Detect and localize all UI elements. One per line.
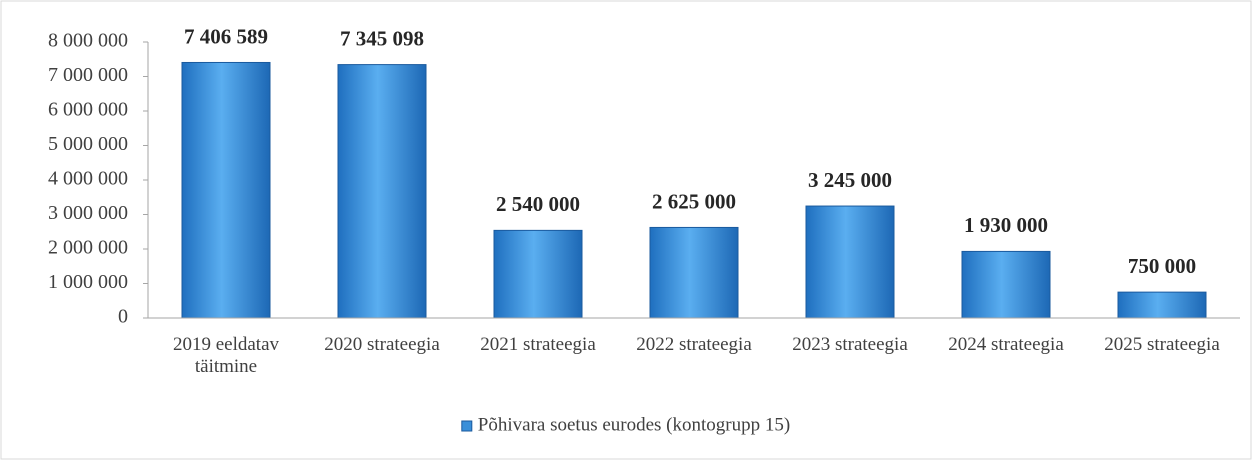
y-tick-label: 1 000 000: [48, 271, 128, 293]
data-label: 7 406 589: [184, 24, 268, 48]
y-tick-label: 0: [118, 306, 128, 328]
x-tick-label: 2020 strateegia: [324, 334, 440, 355]
y-tick-label: 7 000 000: [48, 64, 128, 86]
x-tick-label: 2022 strateegia: [636, 334, 752, 355]
y-tick-label: 4 000 000: [48, 168, 128, 190]
x-tick-label: 2023 strateegia: [792, 334, 908, 355]
legend-label: Põhivara soetus eurodes (kontogrupp 15): [478, 414, 790, 435]
bar: [805, 205, 895, 319]
x-tick-label: 2025 strateegia: [1104, 334, 1220, 355]
bar: [493, 229, 583, 319]
bar: [181, 61, 271, 319]
data-label: 7 345 098: [340, 26, 424, 50]
y-tick-label: 3 000 000: [48, 202, 128, 224]
x-tick-label: 2021 strateegia: [480, 334, 596, 355]
bar: [961, 250, 1051, 319]
legend-swatch: [461, 420, 473, 432]
data-label: 2 540 000: [496, 192, 580, 216]
bar: [649, 226, 739, 319]
y-tick-label: 2 000 000: [48, 237, 128, 259]
x-tick-label: 2019 eeldatav täitmine: [172, 334, 280, 377]
data-label: 1 930 000: [964, 213, 1048, 237]
y-tick-label: 6 000 000: [48, 99, 128, 121]
x-tick-label: 2024 strateegia: [948, 334, 1064, 355]
bar: [337, 64, 427, 319]
y-tick-label: 5 000 000: [48, 133, 128, 155]
y-tick-label: 8 000 000: [48, 30, 128, 52]
bar: [1117, 291, 1207, 319]
data-label: 2 625 000: [652, 189, 736, 213]
data-label: 750 000: [1128, 254, 1196, 278]
data-label: 3 245 000: [808, 168, 892, 192]
